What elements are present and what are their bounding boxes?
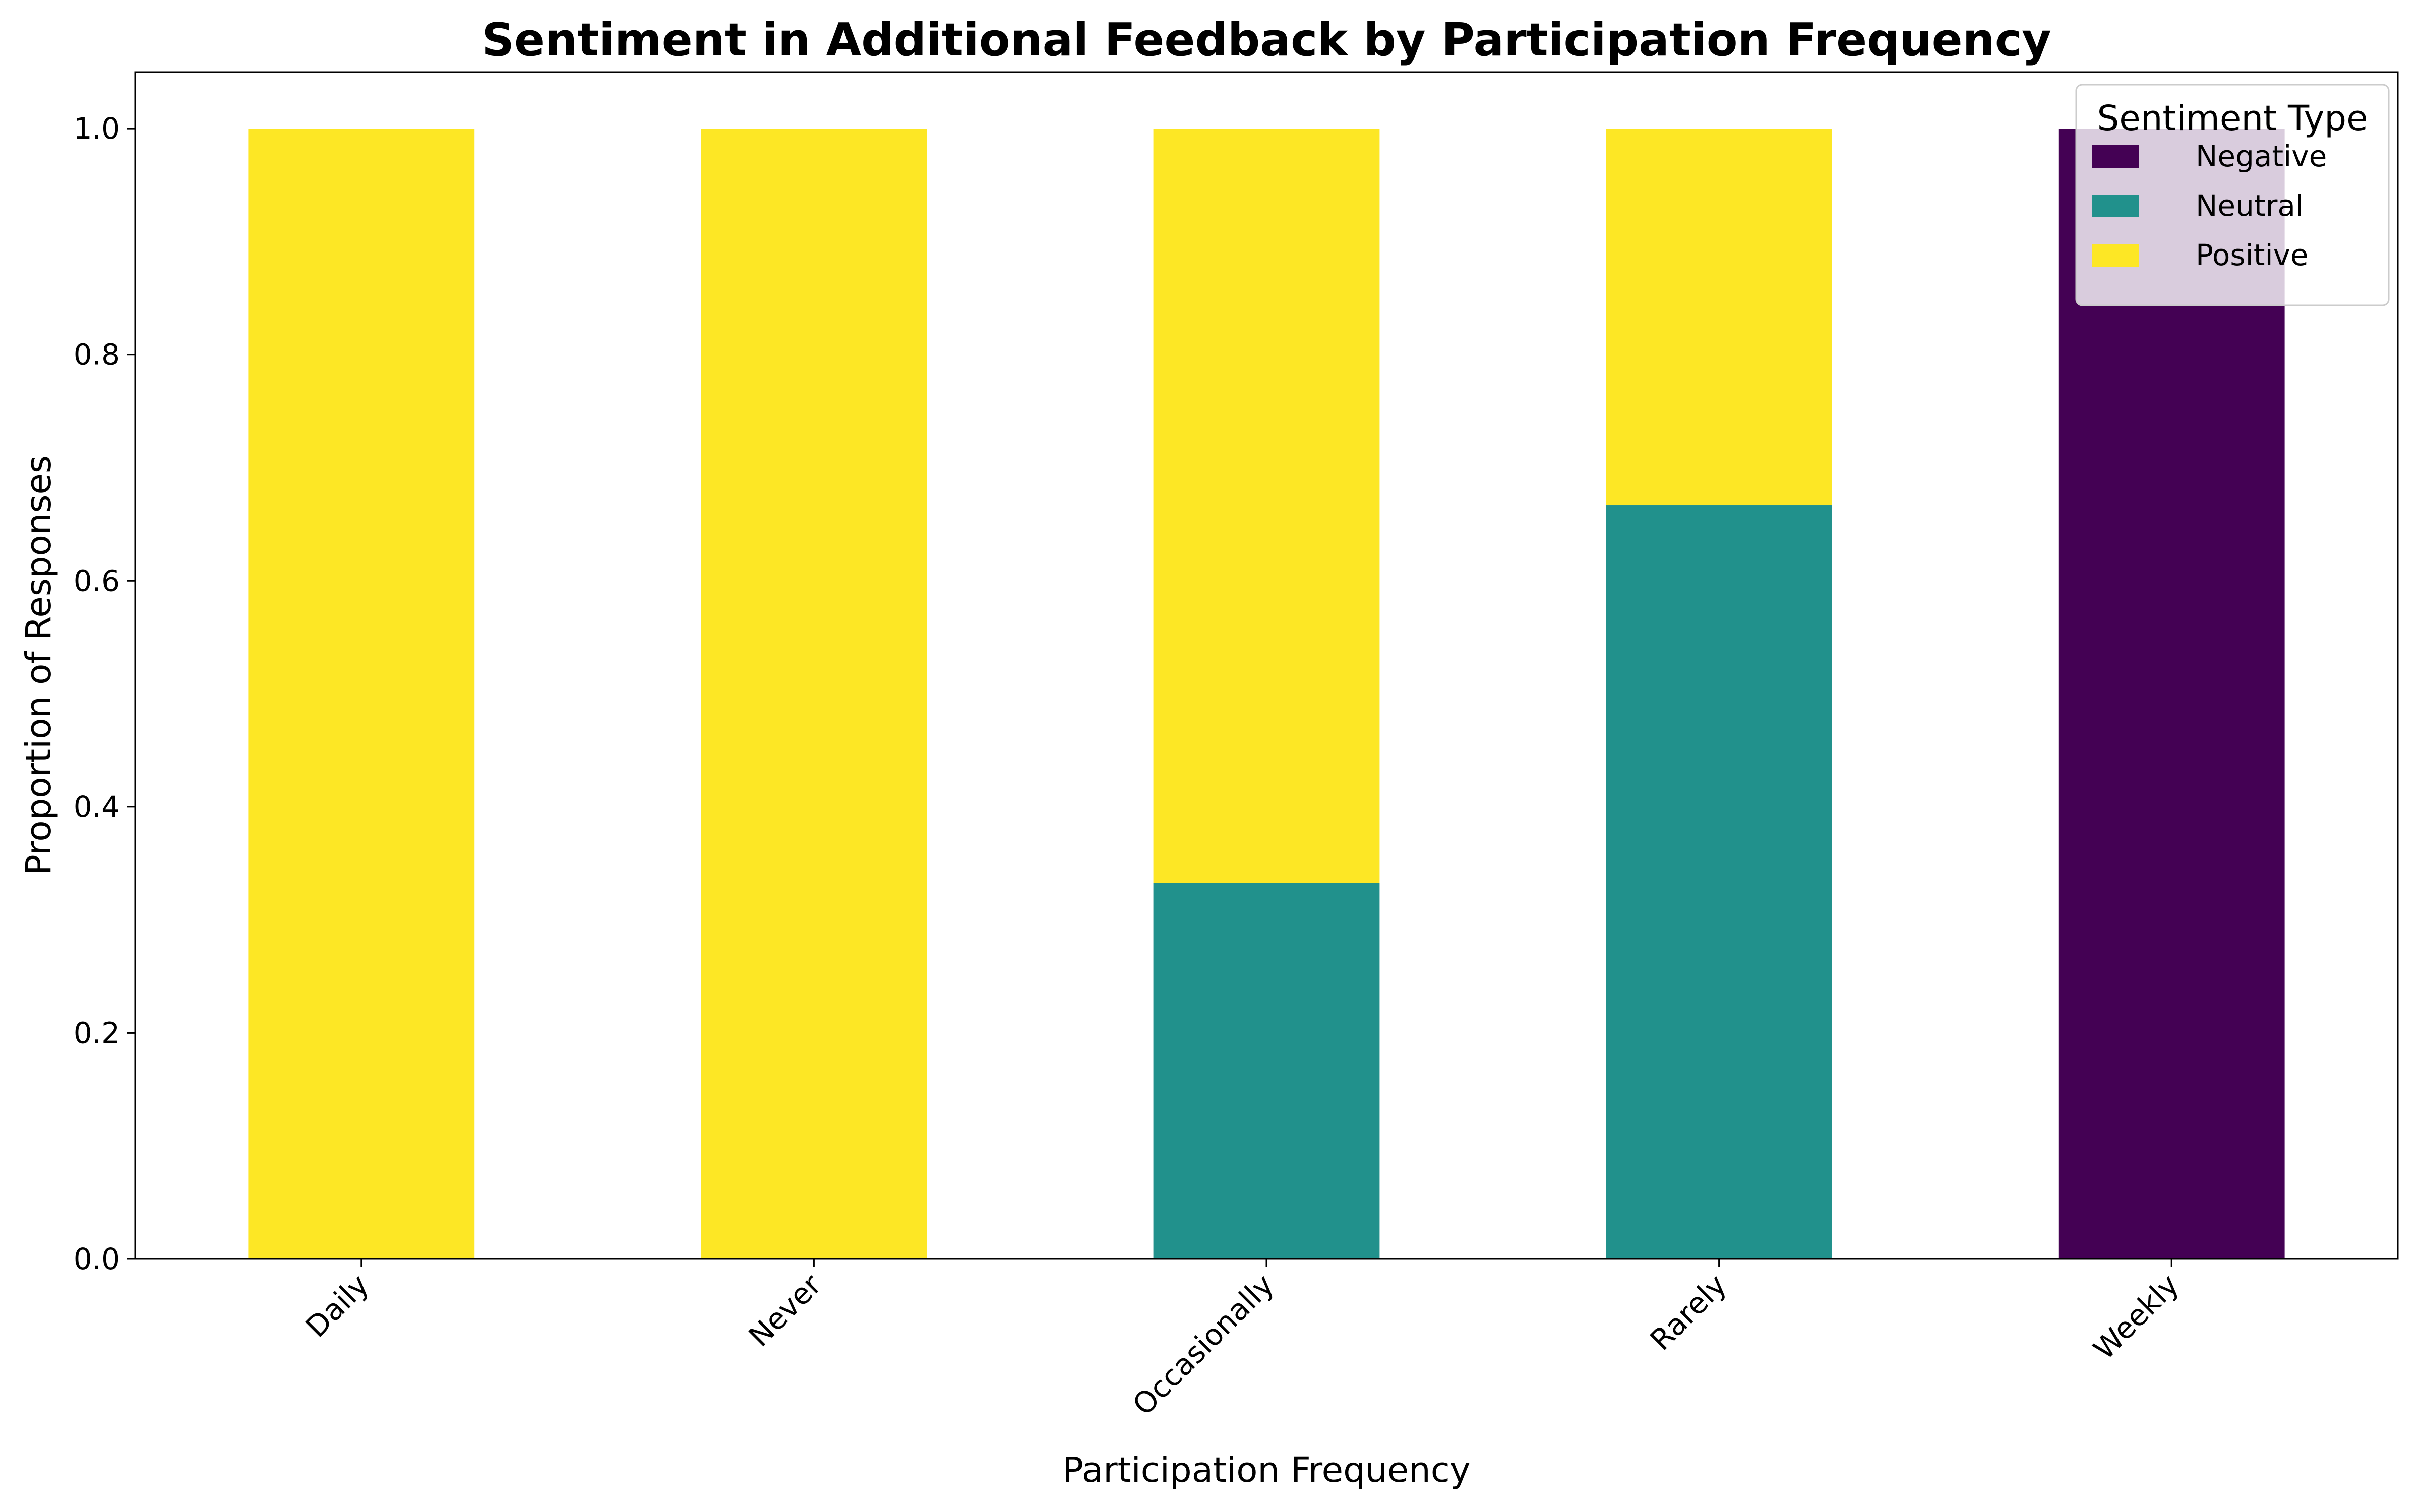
x-axis-label: Participation Frequency (1062, 1450, 1470, 1490)
y-tick-label: 0.8 (74, 338, 120, 372)
bar-never-positive (701, 129, 927, 1259)
legend-frame (2075, 84, 2390, 306)
x-tick-label-daily: Daily (299, 1268, 376, 1344)
y-tick-label: 1.0 (74, 111, 120, 146)
bar-occasionally-positive (1153, 129, 1380, 883)
legend-swatch-neutral (2092, 195, 2139, 217)
chart-title: Sentiment in Additional Feedback by Part… (481, 14, 2051, 67)
legend-title: Sentiment Type (2097, 98, 2368, 139)
y-axis-label: Proportion of Responses (19, 455, 59, 875)
bar-rarely-neutral (1606, 505, 1832, 1259)
legend-swatch-negative (2092, 145, 2139, 168)
legend-label-positive: Positive (2196, 238, 2309, 272)
y-tick-label: 0.4 (74, 790, 120, 824)
bar-rarely-positive (1606, 129, 1832, 506)
legend-label-negative: Negative (2196, 139, 2327, 173)
bar-occasionally-neutral (1153, 883, 1380, 1259)
plot-area-frame (134, 71, 2399, 1260)
bars-layer (248, 129, 2285, 1259)
legend-label-neutral: Neutral (2196, 188, 2304, 223)
legend-items: Negative Neutral Positive (2092, 139, 2327, 272)
y-tick-label: 0.0 (74, 1242, 120, 1276)
x-tick-label-weekly: Weekly (2087, 1268, 2186, 1366)
x-tick-label-rarely: Rarely (1644, 1268, 1733, 1357)
legend: Sentiment Type Negative Neutral Positive (2075, 84, 2390, 306)
x-tick-label-never: Never (742, 1268, 828, 1353)
x-tick-label-occasionally: Occasionally (1126, 1268, 1281, 1422)
bar-daily-positive (248, 129, 475, 1259)
y-tick-label: 0.6 (74, 563, 120, 598)
legend-swatch-positive (2092, 244, 2139, 267)
bar-weekly-negative (2058, 129, 2285, 1259)
y-tick-label: 0.2 (74, 1016, 120, 1050)
